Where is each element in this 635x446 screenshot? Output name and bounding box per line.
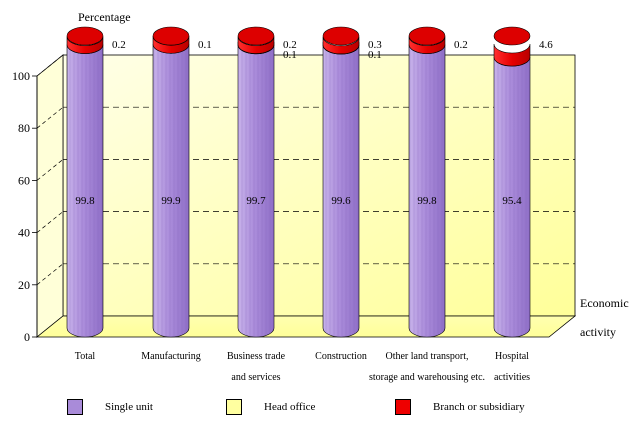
- data-label-branch: 0.3: [368, 39, 382, 51]
- data-label-single-unit: 99.7: [246, 195, 266, 207]
- data-label-head-office: 0.1: [368, 49, 382, 61]
- chart-category-labels: Total Manufacturing Business trade and serv…: [75, 351, 530, 383]
- data-label-branch: 4.6: [539, 39, 553, 51]
- back-wall: [62, 54, 576, 317]
- bar-group: [237, 26, 275, 338]
- gridline-diagonal: [36, 106, 64, 129]
- legend-item-branch: Branch or subsidiary: [395, 398, 525, 416]
- bar-group: [408, 26, 446, 338]
- bar-segment-branch: [66, 36, 104, 54]
- x-axis-title: Economic: [580, 296, 629, 310]
- y-tick-label: 40: [18, 226, 30, 240]
- bar-top-cap: [493, 26, 531, 46]
- category-label: Total: [75, 351, 96, 362]
- category-label: Hospital: [495, 351, 529, 362]
- bar-segment-shading: [238, 44, 274, 338]
- data-label-single-unit: 99.9: [161, 195, 181, 207]
- legend-item-single-unit: Single unit: [67, 398, 153, 416]
- gridline-diagonal: [36, 211, 64, 233]
- gridline-diagonal: [36, 159, 64, 181]
- category-label: Business trade: [227, 351, 286, 362]
- legend-swatch-head-office: [226, 399, 242, 415]
- y-axis-title: Percentage: [78, 10, 131, 24]
- chart-data-labels: 99.80.299.90.199.70.20.199.60.30.199.80.…: [75, 39, 553, 207]
- chart-gridlines: [36, 54, 575, 286]
- category-label: activities: [494, 372, 530, 383]
- y-tick-label: 20: [18, 278, 30, 292]
- data-label-single-unit: 99.8: [417, 195, 437, 207]
- bar-top-cap: [152, 26, 190, 46]
- bar-segment-shading: [323, 45, 359, 338]
- bar-segment-branch: [408, 36, 446, 54]
- y-tick-label: 80: [18, 121, 30, 135]
- legend-label-head-office: Head office: [264, 401, 316, 413]
- legend-swatch-single-unit: [67, 399, 83, 415]
- data-label-branch: 0.2: [283, 39, 297, 51]
- category-label: and services: [231, 372, 280, 383]
- data-label-branch: 0.2: [112, 39, 126, 51]
- chart-bars: [66, 26, 531, 338]
- category-label: storage and warehousing etc.: [369, 372, 485, 383]
- gridline-diagonal: [36, 263, 64, 286]
- bar-top-cap: [237, 26, 275, 46]
- bar-top-cap: [322, 26, 360, 46]
- x-axis-title: activity: [580, 325, 616, 339]
- data-label-head-office: 0.1: [283, 49, 297, 61]
- side-wall: [36, 54, 64, 338]
- legend-item-head-office: Head office: [226, 398, 315, 416]
- category-label: Construction: [315, 351, 367, 362]
- bar-top-cap: [66, 26, 104, 46]
- bar-group: [322, 26, 360, 338]
- category-label: Other land transport,: [385, 351, 468, 362]
- data-label-single-unit: 99.6: [331, 195, 351, 207]
- y-tick-label: 0: [24, 330, 30, 344]
- y-tick-label: 100: [12, 69, 30, 83]
- legend-label-single-unit: Single unit: [105, 401, 153, 413]
- legend: Single unit Head office Branch or subsid…: [0, 398, 635, 428]
- data-label-branch: 0.1: [198, 39, 212, 51]
- bar-segment-branch: [237, 36, 275, 54]
- bar-segment-shading: [67, 44, 103, 338]
- bar-group: [152, 26, 190, 338]
- data-label-single-unit: 99.8: [75, 195, 95, 207]
- bar-segment-shading: [153, 44, 189, 338]
- bar-group: [66, 26, 104, 338]
- chart-axes: 0 20 40 60 80 100 Percentage Economic activity: [12, 10, 629, 344]
- chart-back-wall: [35, 54, 577, 338]
- bar-group: [493, 26, 531, 338]
- data-label-single-unit: 95.4: [502, 195, 522, 207]
- y-tick-label: 60: [18, 173, 30, 187]
- legend-swatch-branch: [395, 399, 411, 415]
- bar-segment-shading: [494, 57, 530, 338]
- data-label-branch: 0.2: [454, 39, 468, 51]
- bar-top-cap: [408, 26, 446, 46]
- gridline-diagonal: [36, 54, 64, 77]
- legend-label-branch: Branch or subsidiary: [433, 401, 525, 413]
- category-label: Manufacturing: [141, 351, 200, 362]
- bar-segment-branch: [493, 43, 531, 67]
- bar-segment-branch: [322, 36, 360, 55]
- bar-segment-shading: [409, 44, 445, 338]
